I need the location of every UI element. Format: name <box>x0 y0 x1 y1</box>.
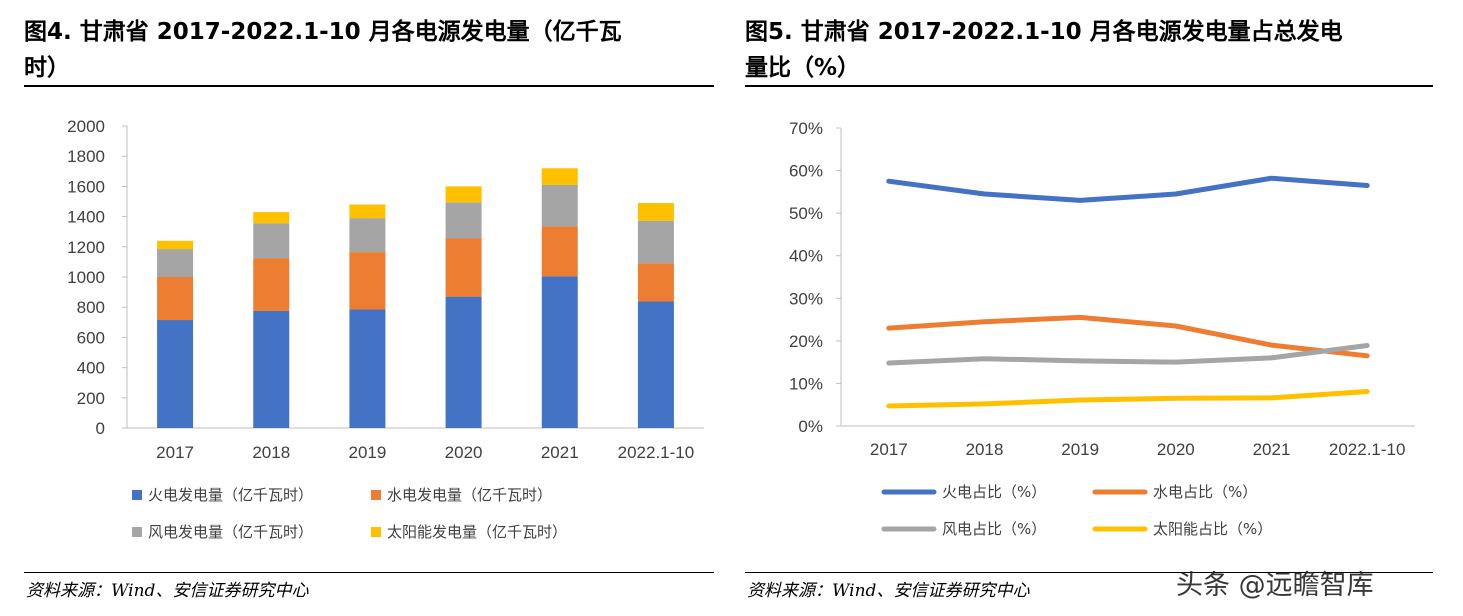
legend-swatch <box>132 527 142 537</box>
y-tick-label: 600 <box>77 328 105 347</box>
legend-label: 火电占比（%） <box>942 483 1046 501</box>
series-line <box>886 343 1370 366</box>
left-bottom-rule <box>24 572 714 573</box>
stacked-bar-chart: 0 200 400 600 800 1000 1200 1400 1600 1800 2000 201… <box>67 117 704 541</box>
share-line-chart: 0% 10% 20% 30% 40% 50% 60% 70% 2017 2018 2019 2020 2… <box>789 119 1415 538</box>
bar-segment <box>445 202 482 239</box>
bar-segment <box>445 186 482 203</box>
right-top-rule <box>745 85 1433 87</box>
legend-label: 风电占比（%） <box>942 520 1046 538</box>
left-figure-panel: 图4. 甘肃省 2017-2022.1-10 月各电源发电量（亿千瓦 时） 0 2… <box>24 0 714 616</box>
legend-swatch <box>132 490 142 500</box>
bar-segment <box>157 277 194 321</box>
legend-swatch <box>371 490 381 500</box>
y-tick-label: 1000 <box>67 268 105 287</box>
series-line <box>886 314 1370 359</box>
x-tick-label: 2018 <box>252 443 290 462</box>
bar-segment <box>637 220 674 264</box>
x-tick-label: 2021 <box>1253 440 1291 459</box>
legend-label: 风电发电量（亿千瓦时） <box>148 523 313 541</box>
y-tick-label: 800 <box>77 298 105 317</box>
left-title-line1: 图4. 甘肃省 2017-2022.1-10 月各电源发电量（亿千瓦 <box>24 19 622 45</box>
bar-segment <box>349 204 386 219</box>
right-figure-title: 图5. 甘肃省 2017-2022.1-10 月各电源发电量占总发电 量比（%） <box>745 14 1433 86</box>
bar-segment <box>349 218 386 253</box>
legend-label: 水电占比（%） <box>1153 483 1257 501</box>
y-tick-label: 2000 <box>67 117 105 136</box>
y-tick-label: 0 <box>96 419 105 438</box>
bar-segment <box>637 301 674 428</box>
x-tick-label: 2020 <box>1157 440 1195 459</box>
series-line <box>886 175 1370 203</box>
legend-label: 水电发电量（亿千瓦时） <box>387 486 552 504</box>
y-tick-label: 50% <box>789 204 823 223</box>
bar-segment <box>541 226 578 277</box>
bar-segment <box>637 203 674 221</box>
right-title-line2: 量比（%） <box>745 55 861 81</box>
bar-segment <box>541 168 578 185</box>
x-tick-label: 2017 <box>156 443 194 462</box>
x-tick-label: 2019 <box>1061 440 1099 459</box>
y-tick-label: 0% <box>798 417 823 436</box>
y-tick-label: 30% <box>789 289 823 308</box>
y-tick-label: 1400 <box>67 208 105 227</box>
bar-segment <box>253 258 290 311</box>
right-title-line1: 图5. 甘肃省 2017-2022.1-10 月各电源发电量占总发电 <box>745 19 1343 45</box>
left-source-note: 资料来源：Wind、安信证券研究中心 <box>26 581 309 601</box>
x-tick-label: 2022.1-10 <box>618 443 695 462</box>
right-source-note: 资料来源：Wind、安信证券研究中心 <box>747 581 1030 601</box>
series-line <box>886 389 1370 409</box>
bar-segment <box>541 184 578 227</box>
y-tick-label: 1600 <box>67 177 105 196</box>
y-tick-label: 200 <box>77 389 105 408</box>
y-tick-label: 60% <box>789 162 823 181</box>
bar-segment <box>253 223 290 259</box>
y-tick-label: 10% <box>789 374 823 393</box>
bar-segment <box>637 263 674 302</box>
left-top-rule <box>24 85 714 87</box>
bar-segment <box>349 252 386 310</box>
x-tick-label: 2019 <box>349 443 387 462</box>
bar-segment <box>157 240 194 250</box>
watermark-text: 头条 @远瞻智库 <box>1176 570 1374 601</box>
left-figure-title: 图4. 甘肃省 2017-2022.1-10 月各电源发电量（亿千瓦 时） <box>24 14 714 86</box>
legend-label: 太阳能占比（%） <box>1153 520 1272 538</box>
bar-segment <box>157 320 194 428</box>
y-tick-label: 1200 <box>67 238 105 257</box>
right-bottom-rule <box>745 572 1433 573</box>
y-tick-label: 20% <box>789 332 823 351</box>
y-tick-label: 400 <box>77 359 105 378</box>
bar-segment <box>541 276 578 428</box>
bar-segment <box>253 310 290 428</box>
y-tick-label: 40% <box>789 247 823 266</box>
x-tick-label: 2022.1-10 <box>1329 440 1406 459</box>
bar-segment <box>349 309 386 428</box>
legend-label: 太阳能发电量（亿千瓦时） <box>387 523 567 541</box>
y-tick-label: 70% <box>789 119 823 138</box>
bar-segment <box>445 296 482 428</box>
legend-swatch <box>371 527 381 537</box>
right-figure-panel: 图5. 甘肃省 2017-2022.1-10 月各电源发电量占总发电 量比（%）… <box>745 0 1433 616</box>
bar-segment <box>253 212 290 224</box>
bar-segment <box>157 249 194 277</box>
legend-label: 火电发电量（亿千瓦时） <box>148 486 313 504</box>
x-tick-label: 2018 <box>966 440 1004 459</box>
x-tick-label: 2020 <box>445 443 483 462</box>
bar-segment <box>445 238 482 297</box>
left-title-line2: 时） <box>24 55 70 81</box>
y-tick-label: 1800 <box>67 147 105 166</box>
x-tick-label: 2017 <box>870 440 908 459</box>
x-tick-label: 2021 <box>541 443 579 462</box>
